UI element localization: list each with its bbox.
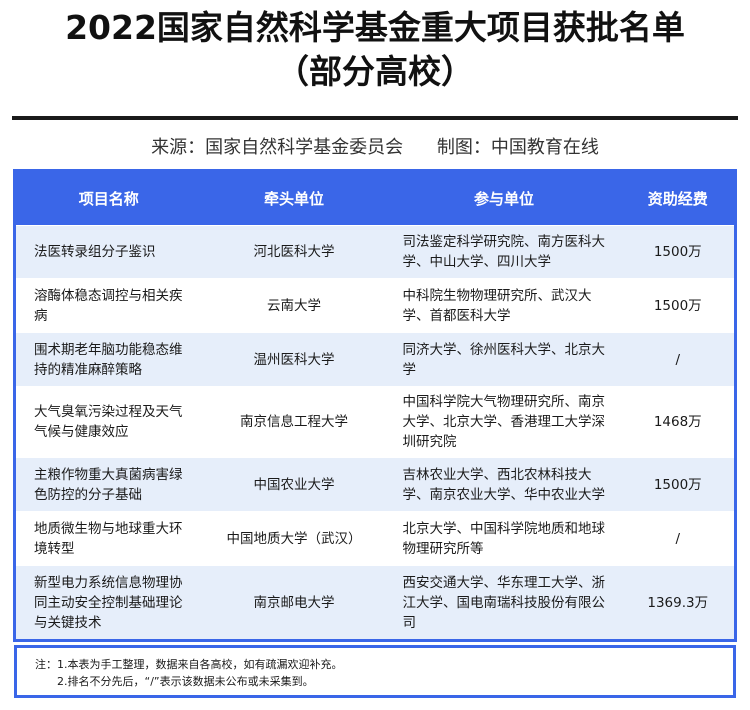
table-row: 地质微生物与地球重大环境转型 中国地质大学（武汉） 北京大学、中国科学院地质和地球物… [14,511,736,566]
table-row: 溶酶体稳态调控与相关疾病 云南大学 中科院生物物理研究所、武汉大学、首都医科大学 15… [14,278,736,333]
title-line-1: 2022国家自然科学基金重大项目获批名单 [65,8,685,47]
lead-unit: 云南大学 [201,278,387,333]
funding-amount: / [621,511,736,566]
project-name: 地质微生物与地球重大环境转型 [14,511,202,566]
partner-units: 中科院生物物理研究所、武汉大学、首都医科大学 [386,278,622,333]
partner-units: 吉林农业大学、西北农林科技大学、南京农业大学、华中农业大学 [386,457,622,512]
title-line-2: （部分高校） [276,52,474,91]
lead-unit: 河北医科大学 [201,225,387,279]
funding-amount: 1500万 [621,225,736,279]
funding-amount: 1369.3万 [621,565,736,641]
table-row: 大气臭氧污染过程及天气气候与健康效应 南京信息工程大学 中国科学院大气物理研究所、南… [14,386,736,458]
note-1: 注：1.本表为手工整理，数据来自各高校，如有疏漏欢迎补充。 [35,658,343,671]
lead-unit: 南京邮电大学 [201,565,387,641]
partner-units: 中国科学院大气物理研究所、南京大学、北京大学、香港理工大学深圳研究院 [386,386,622,458]
project-name: 法医转录组分子鉴识 [14,225,202,279]
table-header: 项目名称 牵头单位 参与单位 资助经费 [14,170,736,226]
project-name: 围术期老年脑功能稳态维持的精准麻醉策略 [14,332,202,387]
header-name: 项目名称 [14,170,202,226]
lead-unit: 中国地质大学（武汉） [201,511,387,566]
partner-units: 同济大学、徐州医科大学、北京大学 [386,332,622,387]
header-funding: 资助经费 [621,170,736,226]
project-name: 大气臭氧污染过程及天气气候与健康效应 [14,386,202,458]
header-partners: 参与单位 [386,170,622,226]
funding-amount: / [621,332,736,387]
table-row: 围术期老年脑功能稳态维持的精准麻醉策略 温州医科大学 同济大学、徐州医科大学、北京大… [14,332,736,387]
funding-amount: 1500万 [621,278,736,333]
partner-units: 司法鉴定科学研究院、南方医科大学、中山大学、四川大学 [386,225,622,279]
table-row: 法医转录组分子鉴识 河北医科大学 司法鉴定科学研究院、南方医科大学、中山大学、四川大… [14,225,736,279]
title-divider [12,116,738,120]
source-text: 来源：国家自然科学基金委员会 [151,137,404,158]
note-2: 2.排名不分先后，“/”表示该数据未公布或未采集到。 [57,675,314,688]
notes-box: 注：1.本表为手工整理，数据来自各高校，如有疏漏欢迎补充。 2.排名不分先后，“… [14,645,736,698]
funding-amount: 1500万 [621,457,736,512]
lead-unit: 温州医科大学 [201,332,387,387]
lead-unit: 南京信息工程大学 [201,386,387,458]
source-line: 来源：国家自然科学基金委员会 制图：中国教育在线 [0,133,750,159]
project-name: 主粮作物重大真菌病害绿色防控的分子基础 [14,457,202,512]
header-lead: 牵头单位 [201,170,387,226]
chart-by-text: 制图：中国教育在线 [436,137,599,158]
funding-amount: 1468万 [621,386,736,458]
partner-units: 北京大学、中国科学院地质和地球物理研究所等 [386,511,622,566]
projects-table: 项目名称 牵头单位 参与单位 资助经费 法医转录组分子鉴识 河北医科大学 司法鉴定科… [13,169,737,642]
project-name: 溶酶体稳态调控与相关疾病 [14,278,202,333]
lead-unit: 中国农业大学 [201,457,387,512]
table-row: 新型电力系统信息物理协同主动安全控制基础理论与关键技术 南京邮电大学 西安交通大学、… [14,565,736,641]
table-row: 主粮作物重大真菌病害绿色防控的分子基础 中国农业大学 吉林农业大学、西北农林科技大学… [14,457,736,512]
project-name: 新型电力系统信息物理协同主动安全控制基础理论与关键技术 [14,565,202,641]
page-title: 2022国家自然科学基金重大项目获批名单 （部分高校） [0,6,750,94]
partner-units: 西安交通大学、华东理工大学、浙江大学、国电南瑞科技股份有限公司 [386,565,622,641]
